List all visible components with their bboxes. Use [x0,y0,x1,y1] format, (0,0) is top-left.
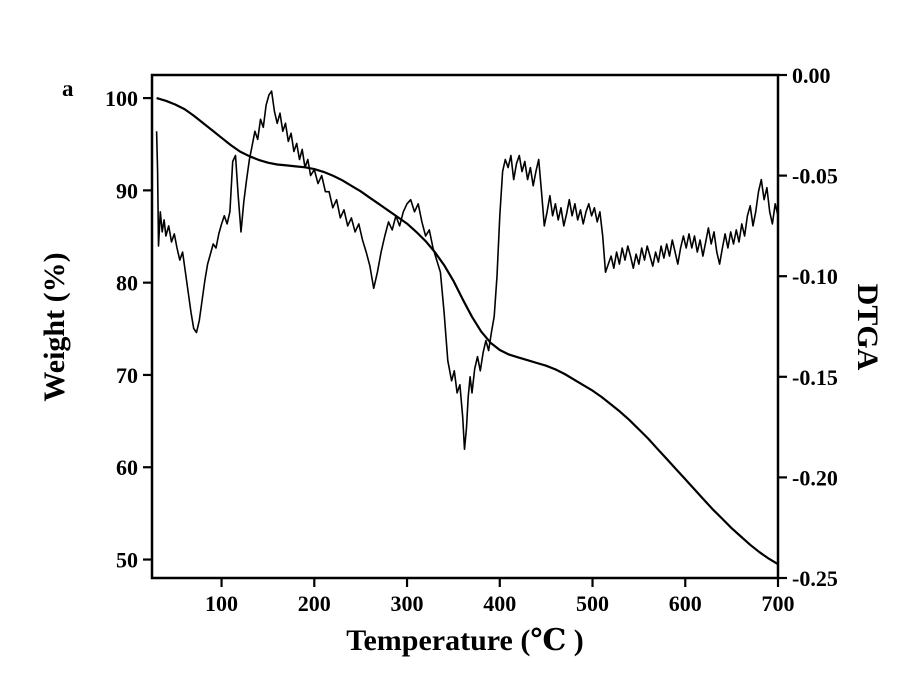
x-axis-title: Temperature (℃ ) [346,624,584,657]
x-tick-label: 700 [762,591,795,616]
y-left-tick-label: 100 [105,86,138,111]
plot-border [150,73,780,580]
x-tick-label: 500 [576,591,609,616]
y-right-tick-label: 0.00 [792,63,831,88]
x-tick-label: 400 [483,591,516,616]
x-tick-label: 200 [298,591,331,616]
chart-tick-labels-group: 100 200 300 400 500 600 700 50 60 70 80 90 100 0.00 -0… [105,63,838,616]
x-tick-label: 300 [391,591,424,616]
y-right-tick-label: -0.25 [792,566,838,591]
y-left-tick-label: 70 [116,363,138,388]
y-right-tick-label: -0.10 [792,264,838,289]
y-left-tick-label: 50 [116,548,138,573]
y-right-tick-label: -0.20 [792,465,838,490]
y-right-tick-label: -0.05 [792,164,838,189]
chart-frame-group [150,73,780,580]
y-left-axis-title: Weight (%) [38,252,71,401]
dtga-curve [155,90,779,451]
x-tick-label: 100 [205,591,238,616]
x-tick-label: 600 [669,591,702,616]
panel-label: a [62,76,74,101]
y-left-tick-label: 80 [116,271,138,296]
y-left-tick-label: 90 [116,178,138,203]
chart-series-group [155,90,779,566]
y-left-tick-label: 60 [116,455,138,480]
tga-curve [156,97,779,566]
y-right-tick-label: -0.15 [792,365,838,390]
chart-ticks-group [143,73,787,587]
y-right-axis-title: DTGA [851,284,884,371]
